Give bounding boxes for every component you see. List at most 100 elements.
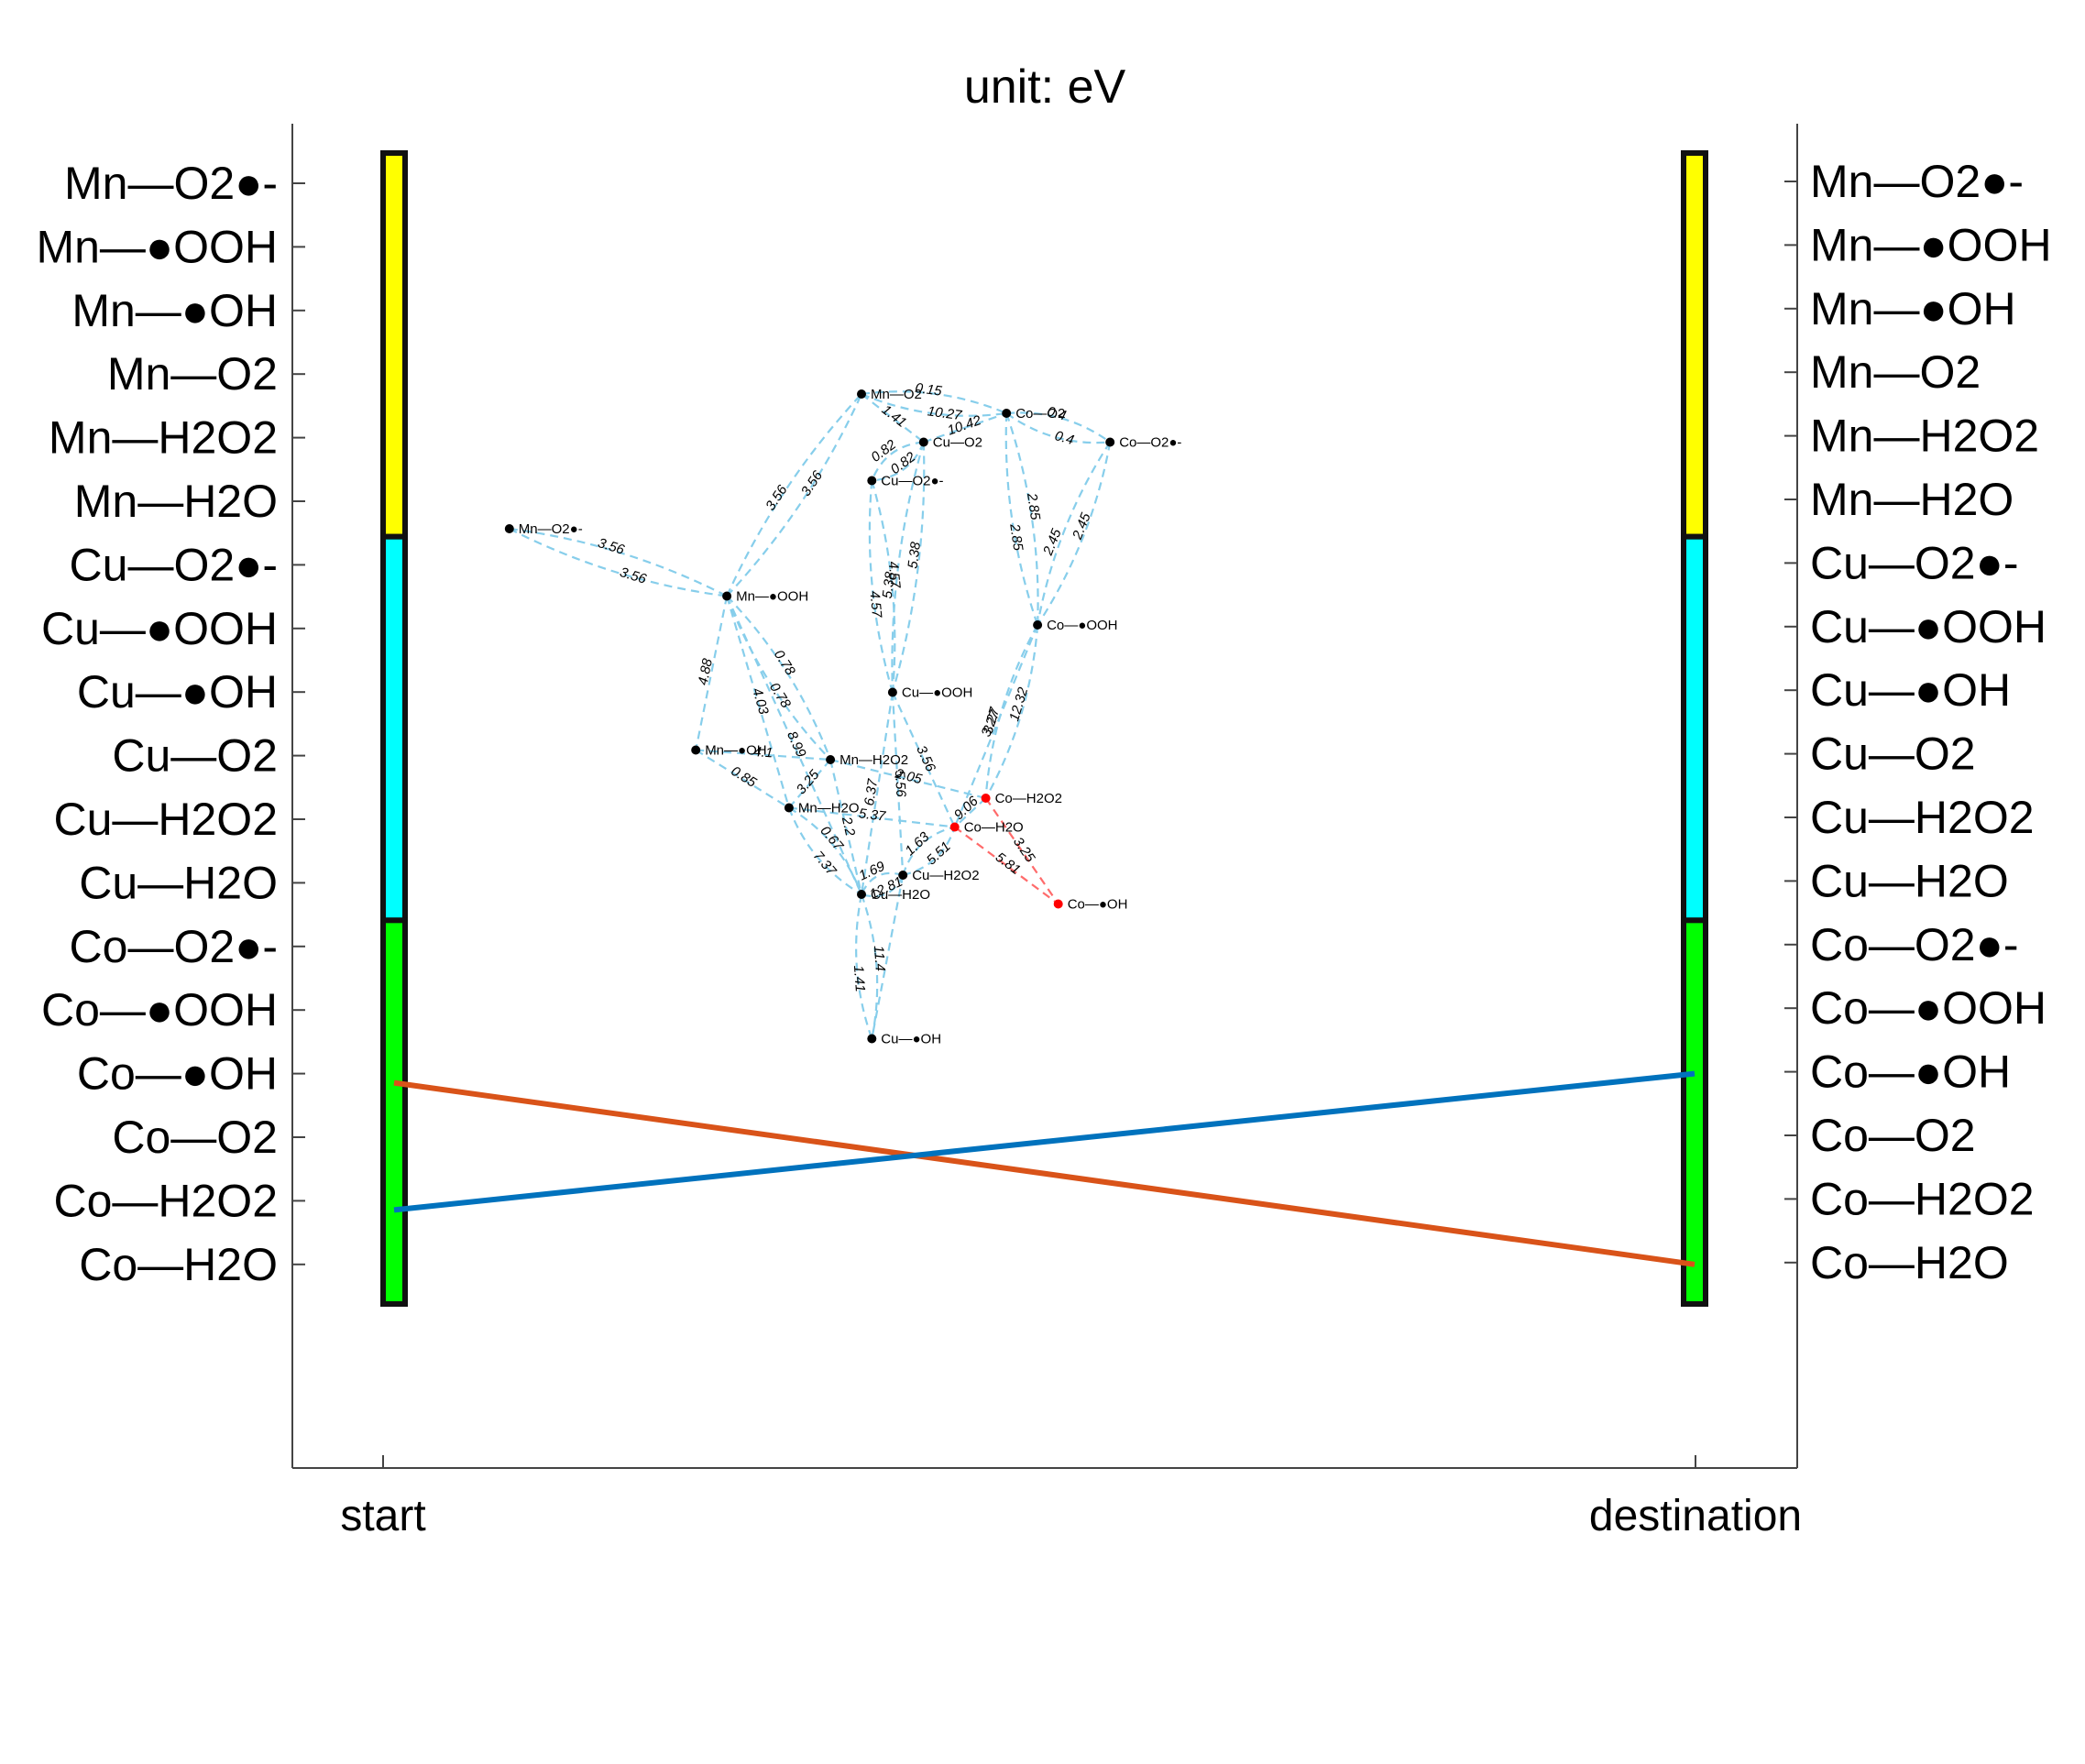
right-label-cu-o2: Cu—O2●- [1810,537,2018,588]
edge-mn_o2r-mn_ooh-1 [509,528,728,597]
node-mn_ooh-dot [722,591,732,601]
edge-mn_h2o-cu_h2o-1 [787,807,862,895]
right-bar-segment-cu [1681,533,1708,924]
node-mn_o2-label: Mn—O2 [871,387,922,402]
edge-cu_h2o-cu_oh-0 [860,893,879,1039]
category-bars [380,150,1708,1307]
right-label-cu-h2o2: Cu—H2O2 [1810,792,2035,843]
node-cu_h2o2-label: Cu—H2O2 [912,868,979,883]
node-cu_h2o-dot [857,890,866,899]
edge-weight-5-1: 0.4 [1053,428,1076,448]
edge-mn_o2-co_o2-1 [861,392,1007,417]
left-label-co-oh: Co—●OH [77,1048,278,1100]
right-bar-segment-mn [1681,150,1708,540]
edge-weight-2-0: 0.15 [914,380,943,400]
edge-weight-30-1: 1.41 [850,965,868,992]
node-co_h2o-label: Co—H2O [964,820,1024,836]
left-label-co-ooh: Co—●OOH [41,984,278,1035]
right-label-cu-h2o: Cu—H2O [1810,855,2009,906]
node-cu_oh-label: Cu—●OH [881,1032,941,1047]
chart-title: unit: eV [964,60,1126,114]
edge-cu_h2o2-cu_h2o-0 [861,874,905,898]
edge-weight-18-0: 5.37 [858,805,887,824]
node-mn_h2o2-dot [826,755,836,764]
edge-co_o2-co_o2r-0 [1006,411,1111,444]
edge-co_o2r-co_ooh-1 [1037,441,1112,626]
left-label-mn-o2: Mn—O2 [107,348,278,400]
left-label-mn-h2o: Mn—H2O [74,476,278,527]
edge-cu_o2-cu_o2r-0 [872,442,925,482]
node-mn_oh-label: Mn—●OH [705,743,766,759]
edge-mn_ooh-mn_oh [695,596,729,751]
edge-mn_ooh-mn_h2o2-1 [726,596,831,761]
edge-cu_h2o-cu_oh-1 [855,893,873,1039]
node-co_o2r-dot [1105,437,1115,447]
left-bar-segment-cu [380,533,408,924]
node-cu_ooh-dot [887,687,897,697]
left-label-mn-o2: Mn—O2●- [64,158,278,209]
node-co_o2-dot [1002,409,1012,418]
edge-cu_h2o2-cu_oh [871,874,905,1039]
node-mn_h2o2-label: Mn—H2O2 [839,752,908,768]
edge-cu_ooh-cu_h2o [860,692,894,895]
edge-weight-22-0: 6.37 [861,777,881,806]
edge-weight-24-0: 2.2 [839,815,859,838]
edge-co_o2-co_o2r-1 [1005,412,1111,444]
edge-mn_oh-mn_h2o2 [696,749,831,761]
node-co_ooh-label: Co—●OOH [1047,618,1117,633]
edge-weight-8-1: 5.38 [880,570,899,599]
right-label-mn-h2o: Mn—H2O [1810,474,2014,525]
node-mn_o2r-dot [504,524,514,533]
right-bar-segment-co [1681,917,1708,1307]
right-label-mn-h2o2: Mn—H2O2 [1810,411,2039,462]
edge-cu_o2-cu_o2r-1 [871,441,924,481]
edge-mn_ooh-mn_h2o [726,596,790,808]
edge-mn_ooh-mn_o2-0 [726,393,862,597]
edge-co_o2r-co_ooh-0 [1037,442,1112,626]
node-co_ooh-dot [1033,620,1043,630]
left-axis-labels: Mn—O2●- Mn—●OOH Mn—●OH Mn—O2 Mn—H2O2 Mn—H2O Cu… [36,158,305,1290]
node-co_oh-dot [1053,899,1063,909]
x-tick-destination: destination [1589,1492,1802,1540]
edge-weight-7-1: 4.57 [866,590,884,619]
path-line-0 [393,1079,1695,1267]
node-mn_h2o-label: Mn—H2O [798,801,860,816]
right-label-mn-o2: Mn—O2●- [1810,156,2024,207]
node-mn_oh-dot [691,745,701,755]
node-cu_h2o-label: Cu—H2O [871,887,930,903]
left-label-cu-ooh: Cu—●OOH [41,603,278,654]
left-label-cu-h2o2: Cu—H2O2 [53,794,278,845]
edge-weight-30-0: 11.4 [871,945,888,971]
edge-cu_h2o2-co_h2o-1 [902,827,956,877]
left-label-cu-o2: Cu—O2●- [70,539,278,590]
edge-mn_ooh-cu_h2o [726,596,863,895]
edge-weight-2-1: 10.27 [927,403,963,423]
path-lines [393,1070,1695,1267]
edge-mn_oh-mn_h2o [695,749,790,809]
edge-weight-11-0: 4.88 [696,657,717,687]
node-co_oh-label: Co—●OH [1068,897,1128,913]
edge-cu_o2-cu_ooh-0 [891,442,926,693]
left-label-cu-o2: Cu—O2 [112,730,278,782]
edge-co_h2o2-co_oh [984,797,1059,905]
x-tick-start: start [340,1492,425,1540]
left-label-mn-oh: Mn—●OH [71,285,278,336]
edge-weight-5-0: 0.4 [1046,403,1069,423]
left-label-co-o2: Co—O2 [112,1112,278,1163]
node-co_o2-label: Co—O2 [1015,406,1065,422]
right-label-co-h2o2: Co—H2O2 [1810,1173,2035,1224]
left-label-co-o2: Co—O2●- [70,921,278,972]
right-label-mn-oh: Mn—●OH [1810,283,2016,334]
edge-cu_o2-co_o2 [923,411,1007,444]
left-label-cu-oh: Cu—●OH [77,666,278,718]
edge-mn_h2o2-co_h2o2 [829,758,986,800]
node-co_h2o2-label: Co—H2O2 [995,791,1062,806]
node-co_h2o2-dot [981,794,991,803]
edge-weight-9-1: 2.85 [1006,522,1026,553]
edge-cu_h2o2-cu_h2o-1 [860,871,904,895]
node-mn_o2-dot [857,389,866,399]
left-label-co-h2o: Co—H2O [79,1239,278,1290]
right-axis-labels: Mn—O2●- Mn—●OOH Mn—●OH Mn—O2 Mn—H2O2 Mn—H2O Cu… [1784,156,2052,1288]
edge-cu_ooh-co_h2o [891,692,956,827]
